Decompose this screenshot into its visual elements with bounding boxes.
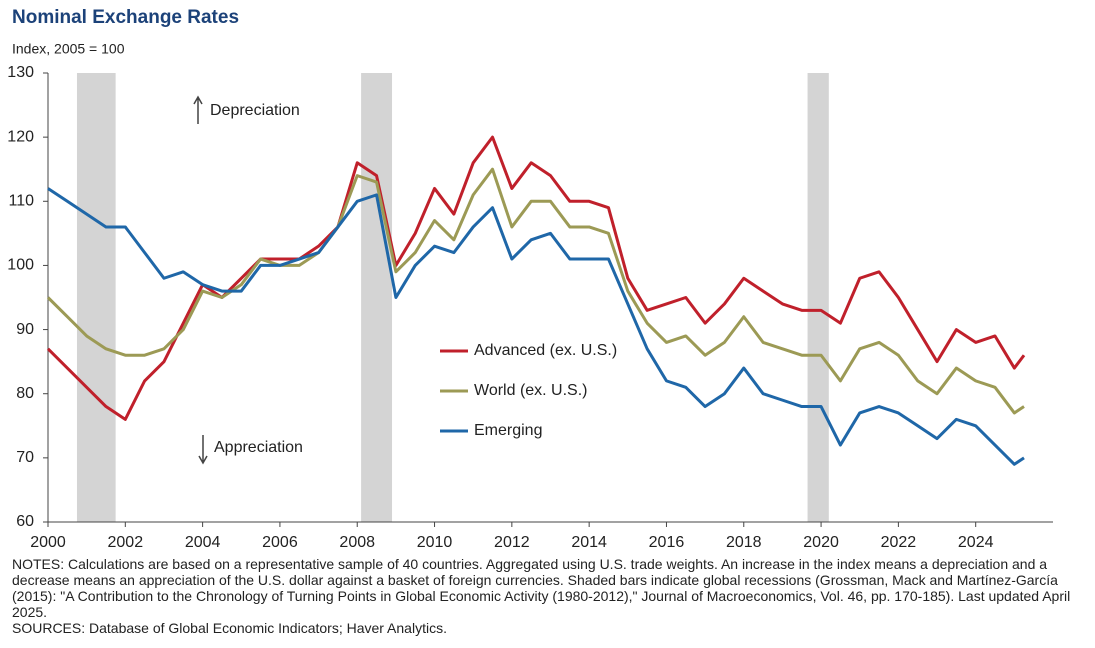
x-tick-label: 2010 bbox=[417, 534, 453, 551]
y-tick-label: 100 bbox=[7, 257, 34, 274]
arrow-up bbox=[193, 95, 203, 124]
arrow-down bbox=[198, 435, 208, 465]
legend-label: Advanced (ex. U.S.) bbox=[474, 342, 617, 359]
recession-band bbox=[807, 73, 829, 522]
recession-band bbox=[361, 73, 393, 522]
x-tick-label: 2002 bbox=[108, 534, 144, 551]
legend-label: World (ex. U.S.) bbox=[474, 382, 588, 399]
recession-band bbox=[76, 73, 116, 522]
series-line bbox=[47, 187, 1025, 466]
x-tick-label: 2004 bbox=[185, 534, 221, 551]
x-tick-label: 2022 bbox=[881, 534, 917, 551]
annotation: Depreciation bbox=[210, 102, 300, 119]
y-tick-label: 80 bbox=[16, 385, 34, 402]
x-tick-label: 2016 bbox=[649, 534, 685, 551]
x-tick-label: 2024 bbox=[958, 534, 994, 551]
legend-label: Emerging bbox=[474, 422, 542, 439]
x-tick-label: 2012 bbox=[494, 534, 530, 551]
x-tick-label: 2006 bbox=[262, 534, 298, 551]
series-line bbox=[46, 167, 1025, 415]
y-tick-label: 90 bbox=[16, 321, 34, 338]
x-tick-label: 2000 bbox=[30, 534, 66, 551]
x-tick-label: 2018 bbox=[726, 534, 762, 551]
x-tick-label: 2008 bbox=[339, 534, 375, 551]
series-line bbox=[46, 135, 1026, 421]
chart: Nominal Exchange Rates Index, 2005 = 100… bbox=[7, 7, 1053, 551]
x-tick-label: 2014 bbox=[571, 534, 607, 551]
y-tick-label: 110 bbox=[8, 193, 34, 210]
note-text: NOTES: Calculations are based on a repre… bbox=[12, 556, 1071, 620]
chart-title: Nominal Exchange Rates bbox=[12, 7, 239, 28]
y-tick-label: 60 bbox=[16, 513, 34, 530]
y-tick-label: 130 bbox=[7, 64, 34, 81]
notes: NOTES: Calculations are based on a repre… bbox=[12, 556, 1087, 636]
source-text: SOURCES: Database of Global Economic Ind… bbox=[12, 620, 447, 636]
y-tick-label: 70 bbox=[16, 449, 34, 466]
chart-subtitle: Index, 2005 = 100 bbox=[12, 41, 125, 57]
x-tick-label: 2020 bbox=[803, 534, 839, 551]
annotation: Appreciation bbox=[214, 439, 303, 456]
y-tick-label: 120 bbox=[7, 128, 34, 145]
